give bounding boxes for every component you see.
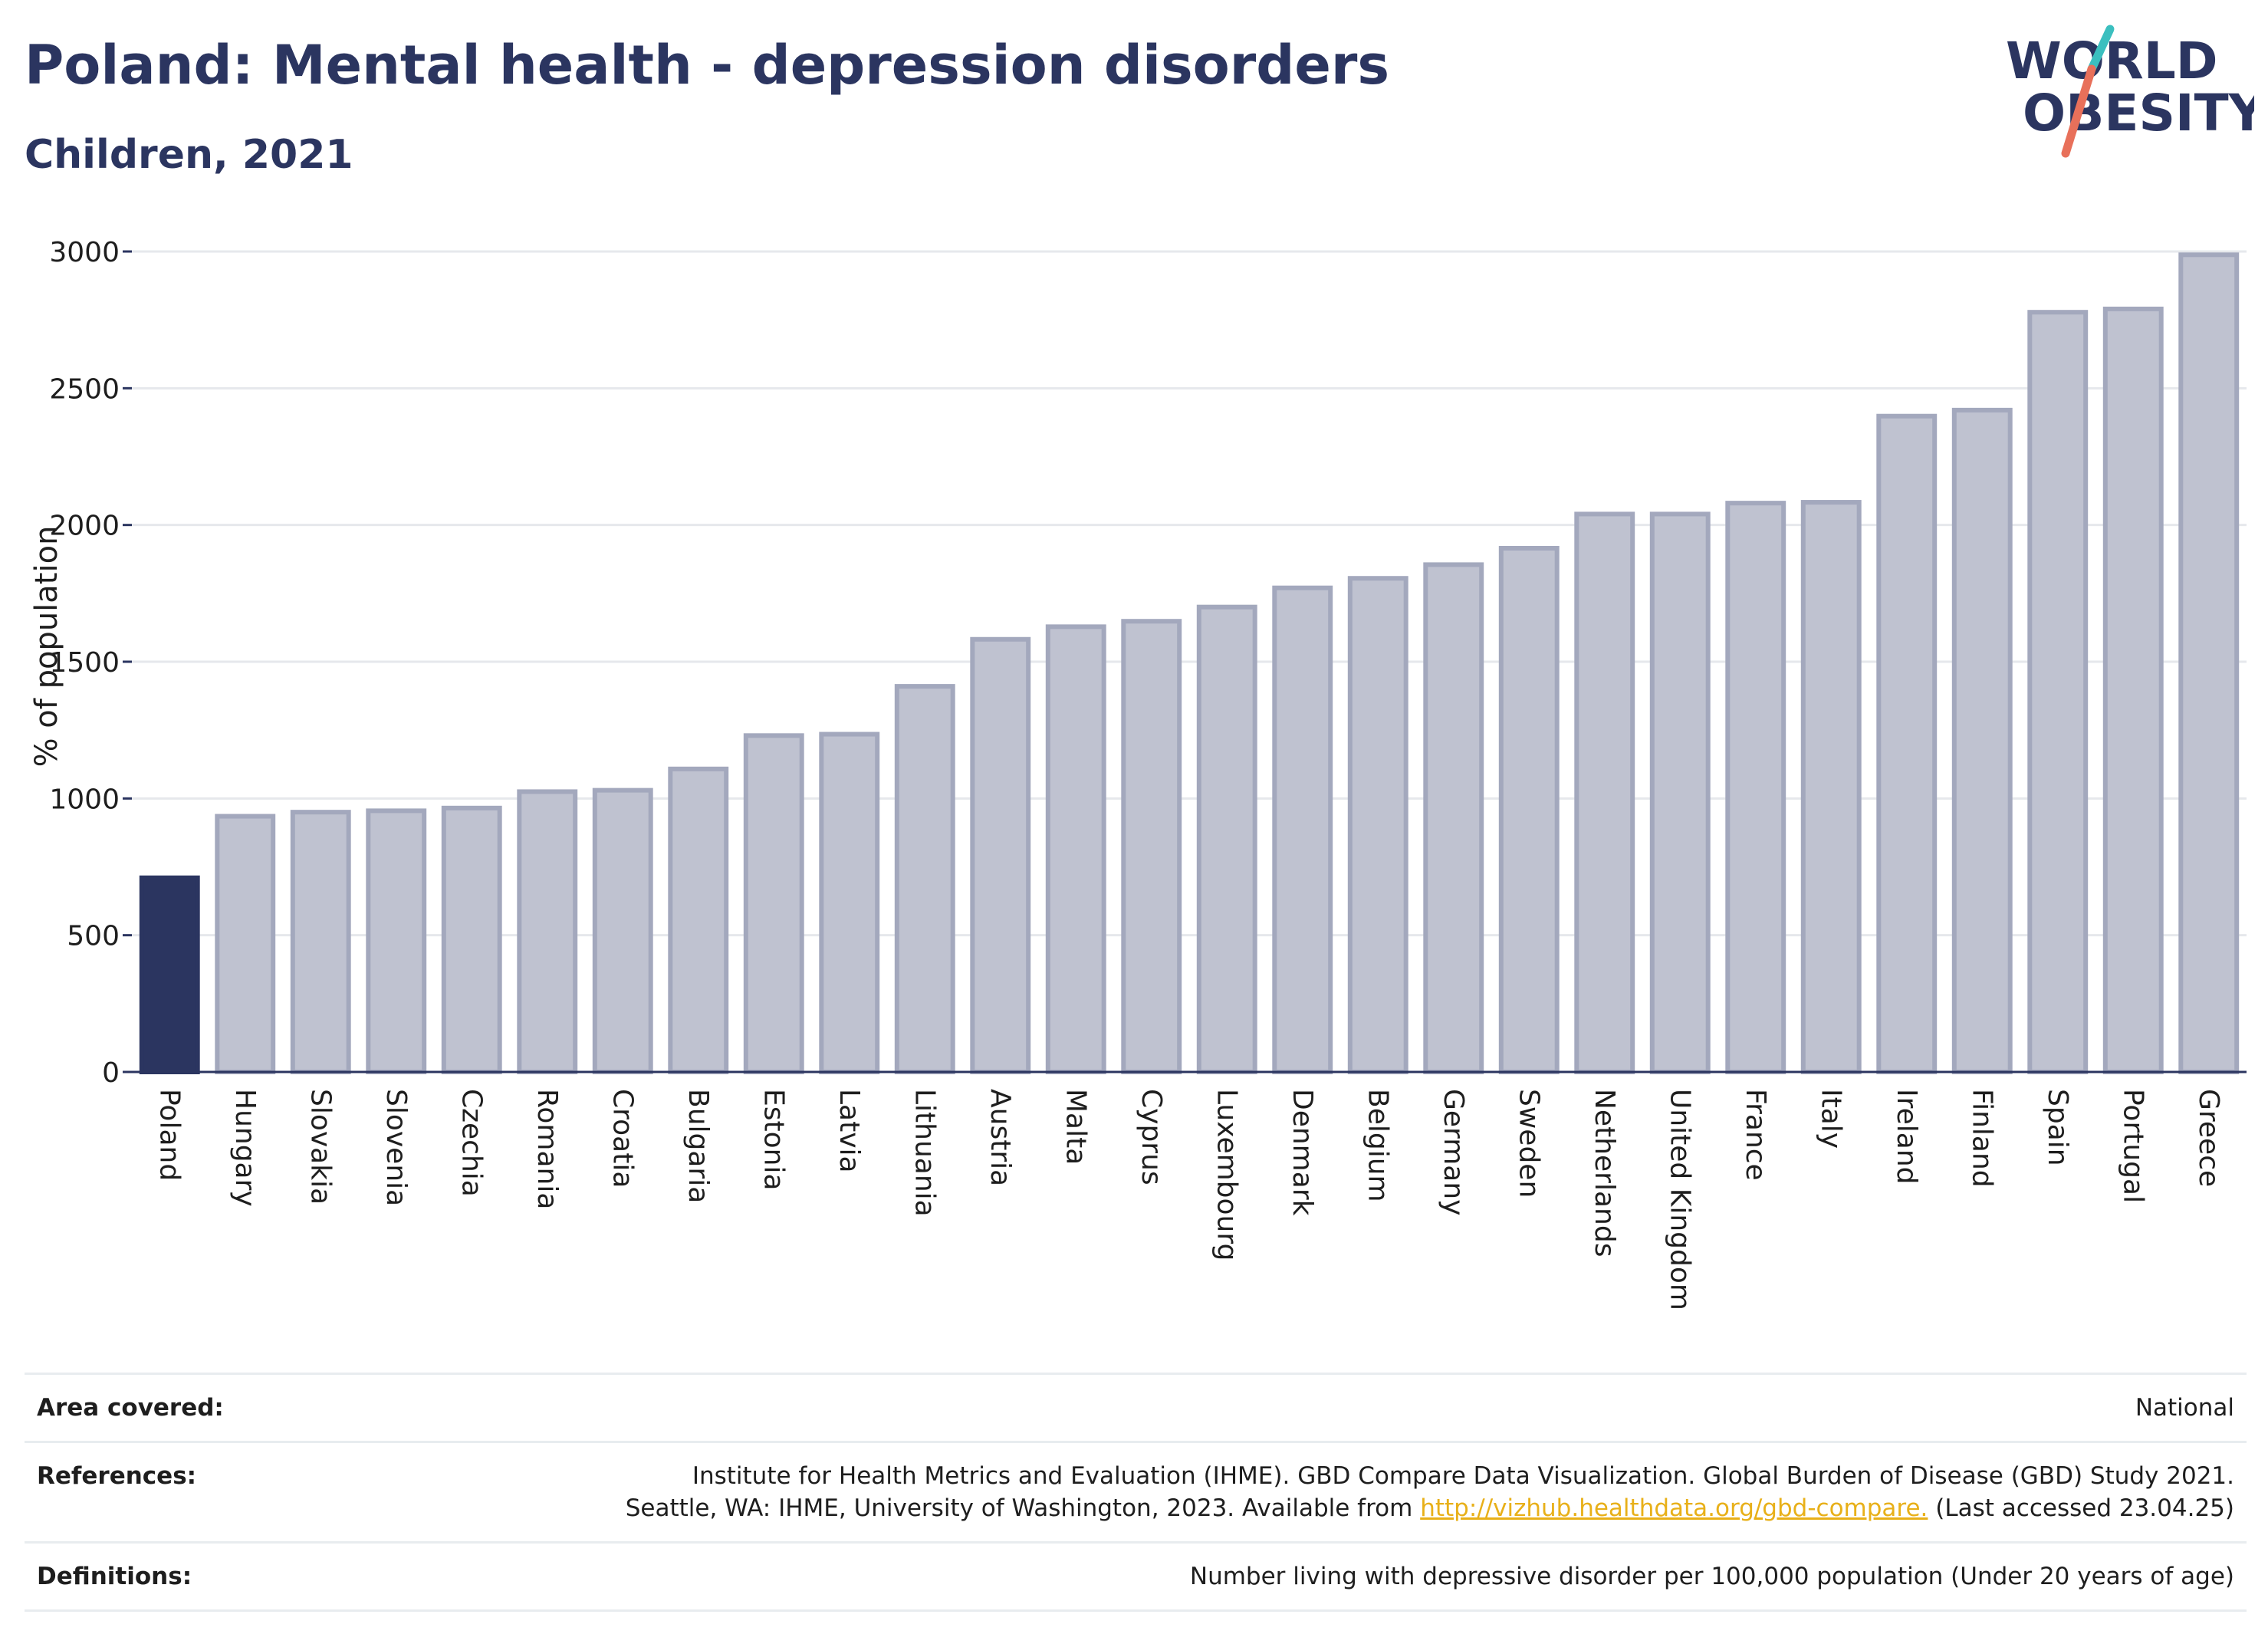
bar-latvia[interactable]: [819, 732, 880, 1074]
x-tick-label: Ireland: [1891, 1089, 1922, 1185]
area-label: Area covered:: [37, 1394, 224, 1422]
x-tick-label: Slovakia: [304, 1089, 336, 1205]
bar-malta[interactable]: [1045, 624, 1106, 1074]
bar-chart: 0 500 1000 1500 2000 2500 3000 Poland Hungary Sl…: [29, 237, 2247, 1310]
y-axis-title: % of population: [29, 526, 64, 768]
x-tick-label: Hungary: [229, 1089, 261, 1207]
footer-row-references: References: Institute for Health Metrics…: [25, 1441, 2247, 1541]
x-tick-label: Lithuania: [909, 1089, 940, 1217]
bar-netherlands[interactable]: [1574, 511, 1635, 1074]
bar-estonia[interactable]: [743, 733, 804, 1074]
x-axis-labels: Poland Hungary Slovakia Slovenia Czechia Roma…: [153, 1089, 2224, 1310]
y-tick-label: 1000: [49, 784, 120, 815]
bar-belgium[interactable]: [1347, 576, 1408, 1074]
x-tick-label: Luxembourg: [1211, 1089, 1242, 1261]
x-tick-label: United Kingdom: [1664, 1089, 1695, 1310]
y-tick-label: 500: [67, 921, 120, 952]
x-tick-label: Spain: [2042, 1089, 2073, 1166]
logo-slash-bottom: [2061, 64, 2096, 158]
x-tick-label: Portugal: [2117, 1089, 2148, 1203]
references-link[interactable]: http://vizhub.healthdata.org/gbd-compare…: [1420, 1494, 1928, 1522]
bar-france[interactable]: [1725, 501, 1786, 1074]
y-tick-label: 2000: [49, 511, 120, 542]
x-tick-label: Estonia: [758, 1089, 789, 1191]
y-axis-ticks: 0 500 1000 1500 2000 2500 3000: [49, 237, 132, 1089]
x-tick-label: Cyprus: [1136, 1089, 1167, 1185]
references-line2-pre: Seattle, WA: IHME, University of Washing…: [625, 1494, 1421, 1522]
references-label: References:: [37, 1462, 197, 1490]
footer-row-definitions: Definitions: Number living with depressi…: [25, 1541, 2247, 1612]
references-value: Institute for Health Metrics and Evaluat…: [626, 1460, 2234, 1524]
bar-croatia[interactable]: [592, 787, 653, 1074]
bar-greece[interactable]: [2178, 252, 2240, 1074]
definitions-label: Definitions:: [37, 1563, 192, 1590]
bar-ireland[interactable]: [1876, 413, 1938, 1074]
references-line2-post: (Last accessed 23.04.25): [1928, 1494, 2234, 1522]
y-tick-label: 3000: [49, 237, 120, 268]
bar-sweden[interactable]: [1498, 545, 1560, 1074]
x-tick-label: Slovenia: [380, 1089, 412, 1206]
x-tick-label: Austria: [984, 1089, 1016, 1186]
bar-germany[interactable]: [1423, 562, 1484, 1074]
bar-slovakia[interactable]: [290, 810, 351, 1074]
x-tick-label: Netherlands: [1589, 1089, 1620, 1257]
bar-spain[interactable]: [2027, 310, 2089, 1074]
logo-slash-top: [2087, 25, 2115, 74]
x-tick-label: Finland: [1966, 1089, 1997, 1188]
y-tick-label: 1500: [49, 647, 120, 679]
x-tick-label: Sweden: [1513, 1089, 1544, 1198]
x-tick-label: Germany: [1438, 1089, 1469, 1215]
logo-line1: WORLD: [2006, 31, 2218, 90]
bar-luxembourg[interactable]: [1196, 604, 1257, 1074]
bar-romania[interactable]: [517, 789, 578, 1074]
x-tick-label: Malta: [1060, 1089, 1091, 1165]
bar-portugal[interactable]: [2102, 306, 2164, 1074]
x-tick-label: Czechia: [455, 1089, 487, 1197]
logo-line2: OBESITY: [2023, 84, 2254, 143]
bar-poland[interactable]: [139, 875, 200, 1075]
footer-table: Area covered: National References: Insti…: [25, 1373, 2247, 1612]
definitions-value: Number living with depressive disorder p…: [1189, 1563, 2234, 1590]
bar-italy[interactable]: [1800, 500, 1862, 1074]
x-tick-label: Denmark: [1287, 1089, 1318, 1216]
bar-lithuania[interactable]: [894, 684, 955, 1074]
bar-slovenia[interactable]: [366, 808, 427, 1074]
x-tick-label: Romania: [531, 1089, 563, 1209]
x-tick-label: Belgium: [1362, 1089, 1393, 1202]
x-tick-label: Latvia: [833, 1089, 865, 1173]
x-tick-label: Bulgaria: [682, 1089, 714, 1203]
x-tick-label: Poland: [153, 1089, 185, 1181]
footer-row-area: Area covered: National: [25, 1373, 2247, 1441]
x-tick-label: Italy: [1815, 1089, 1846, 1149]
x-tick-label: France: [1740, 1089, 1771, 1181]
bar-cyprus[interactable]: [1121, 619, 1182, 1074]
y-tick-label: 2500: [49, 373, 120, 405]
bar-hungary[interactable]: [215, 814, 276, 1075]
x-tick-label: Croatia: [606, 1089, 638, 1188]
bar-bulgaria[interactable]: [668, 766, 729, 1075]
world-obesity-logo: WORLD OBESITY: [2006, 25, 2254, 158]
references-line1: Institute for Health Metrics and Evaluat…: [692, 1462, 2234, 1490]
bar-united-kingdom[interactable]: [1649, 511, 1711, 1074]
x-tick-label: Greece: [2193, 1089, 2224, 1187]
y-tick-label: 0: [102, 1057, 120, 1089]
bar-czechia[interactable]: [441, 805, 502, 1074]
bars: [139, 252, 2240, 1075]
bar-austria[interactable]: [970, 636, 1031, 1074]
area-value: National: [2135, 1394, 2234, 1422]
chart-title: Poland: Mental health - depression disor…: [25, 34, 1390, 97]
chart-subtitle: Children, 2021: [25, 132, 353, 178]
bar-finland[interactable]: [1951, 407, 2013, 1074]
bar-denmark[interactable]: [1272, 585, 1333, 1074]
